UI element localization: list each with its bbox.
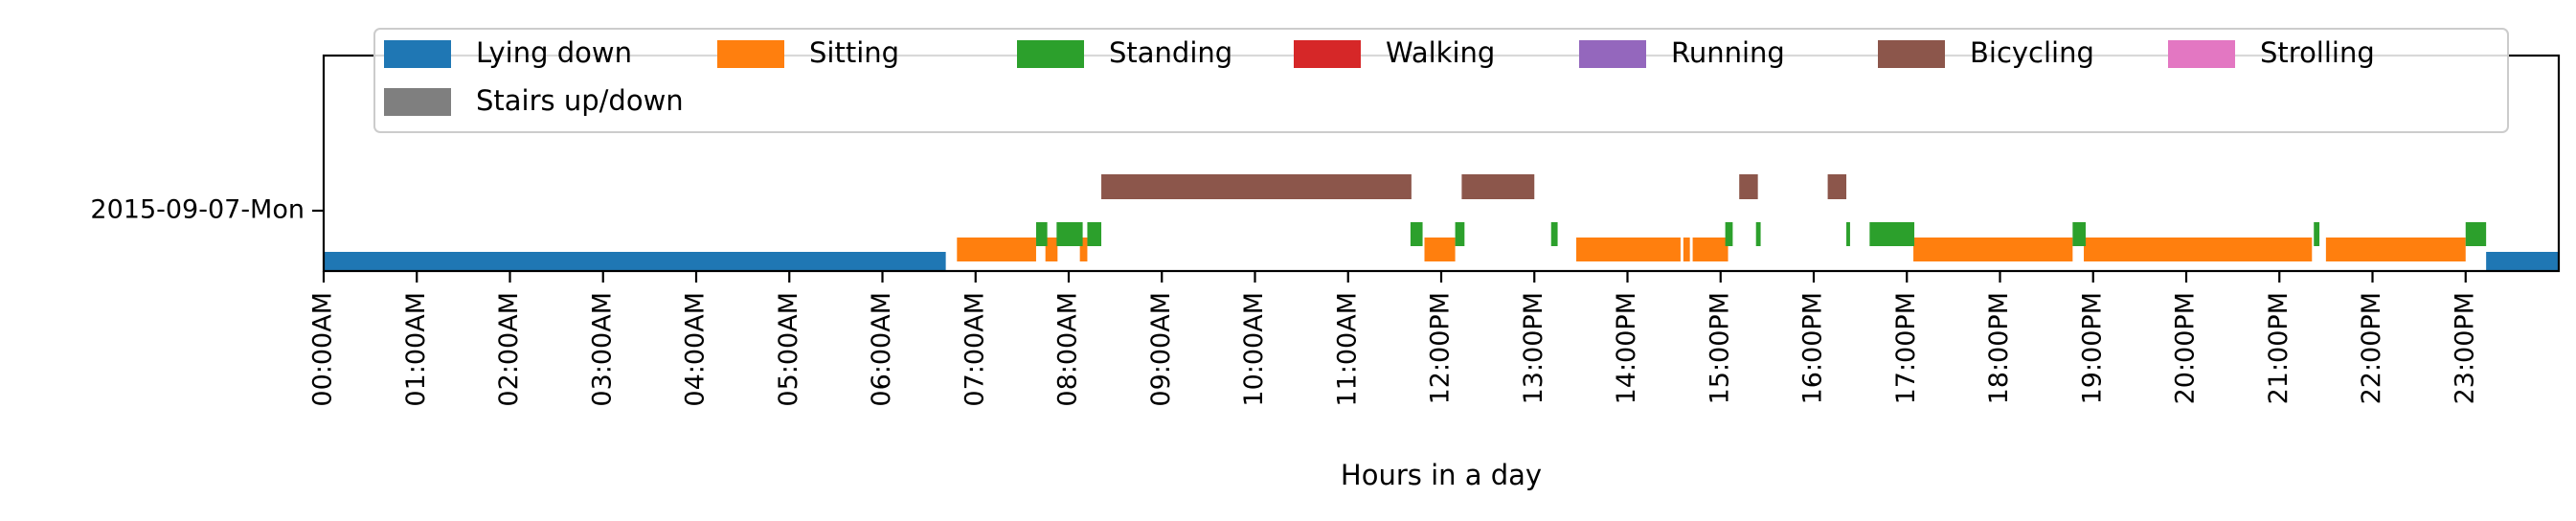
legend-swatch-standing xyxy=(1017,40,1084,68)
x-tick-label: 10:00AM xyxy=(1239,292,1269,407)
legend-label-running: Running xyxy=(1671,36,1785,69)
bar-lying-down xyxy=(324,252,946,271)
row-label: 2015-09-07-Mon xyxy=(90,195,305,225)
bars-layer xyxy=(324,174,2559,271)
bar-bicycling xyxy=(1739,174,1758,199)
bar-sitting xyxy=(2325,238,2466,261)
bar-standing xyxy=(1056,222,1083,246)
bar-standing xyxy=(2465,222,2487,246)
bar-sitting xyxy=(1045,238,1058,261)
bar-bicycling xyxy=(1461,174,1535,199)
legend-swatch-stairs-up-down xyxy=(384,88,451,116)
x-axis: 00:00AM 01:00AM 02:00AM 03:00AM 04:00AM 05:00… xyxy=(308,271,2479,407)
legend: Lying down Sitting Standing Walking Running B… xyxy=(373,28,2509,133)
bar-standing xyxy=(1550,222,1558,246)
bar-sitting xyxy=(1576,238,1681,261)
x-tick-label: 12:00PM xyxy=(1426,292,1456,404)
x-tick-label: 19:00PM xyxy=(2077,292,2107,404)
legend-label-lying-down: Lying down xyxy=(476,36,632,69)
bar-standing xyxy=(1455,222,1465,246)
y-axis: 2015-09-07-Mon xyxy=(90,195,324,225)
x-tick-label: 06:00AM xyxy=(867,292,896,407)
legend-swatch-strolling xyxy=(2168,40,2235,68)
bar-standing xyxy=(2072,222,2086,246)
bar-sitting xyxy=(1079,238,1088,261)
legend-swatch-lying-down xyxy=(384,40,451,68)
x-tick-label: 03:00AM xyxy=(587,292,617,407)
bar-lying-down xyxy=(2486,252,2559,271)
legend-swatch-walking xyxy=(1294,40,1361,68)
x-tick-label: 15:00PM xyxy=(1705,292,1734,404)
legend-frame xyxy=(373,28,2509,133)
bar-standing xyxy=(1869,222,1915,246)
legend-swatch-running xyxy=(1579,40,1646,68)
bar-sitting xyxy=(1913,238,2073,261)
x-tick-label: 01:00AM xyxy=(401,292,431,407)
x-tick-label: 20:00PM xyxy=(2171,292,2201,404)
bar-bicycling xyxy=(1101,174,1412,199)
legend-swatch-sitting xyxy=(717,40,784,68)
bar-sitting xyxy=(1424,238,1456,261)
bar-sitting xyxy=(1683,238,1690,261)
x-tick-label: 17:00PM xyxy=(1891,292,1921,404)
x-tick-label: 02:00AM xyxy=(494,292,524,407)
bar-sitting xyxy=(957,238,1036,261)
legend-label-strolling: Strolling xyxy=(2260,36,2375,69)
x-tick-label: 21:00PM xyxy=(2264,292,2294,404)
x-tick-label: 16:00PM xyxy=(1798,292,1828,404)
legend-label-stairs-up-down: Stairs up/down xyxy=(476,84,684,117)
bar-sitting xyxy=(2084,238,2313,261)
bar-standing xyxy=(1410,222,1423,246)
bar-bicycling xyxy=(1827,174,1847,199)
legend-swatch-bicycling xyxy=(1878,40,1945,68)
x-tick-label: 04:00AM xyxy=(681,292,711,407)
x-tick-label: 23:00PM xyxy=(2450,292,2479,404)
legend-label-standing: Standing xyxy=(1109,36,1232,69)
bar-standing xyxy=(1725,222,1733,246)
x-tick-label: 14:00PM xyxy=(1612,292,1641,404)
x-tick-label: 07:00AM xyxy=(960,292,989,407)
x-tick-label: 22:00PM xyxy=(2357,292,2386,404)
x-tick-label: 05:00AM xyxy=(774,292,803,407)
x-tick-label: 00:00AM xyxy=(308,292,338,407)
x-tick-label: 08:00AM xyxy=(1053,292,1083,407)
legend-label-sitting: Sitting xyxy=(809,36,899,69)
x-tick-label: 18:00PM xyxy=(1984,292,2014,404)
bar-standing xyxy=(1087,222,1102,246)
legend-label-walking: Walking xyxy=(1386,36,1495,69)
x-tick-label: 09:00AM xyxy=(1146,292,1176,407)
bar-sitting xyxy=(1692,238,1729,261)
x-axis-label: Hours in a day xyxy=(1341,459,1542,491)
x-tick-label: 13:00PM xyxy=(1519,292,1548,404)
bar-standing xyxy=(1846,222,1850,246)
bar-standing xyxy=(1035,222,1048,246)
bar-standing xyxy=(1755,222,1761,246)
x-tick-label: 11:00AM xyxy=(1332,292,1362,407)
legend-label-bicycling: Bicycling xyxy=(1970,36,2094,69)
bar-standing xyxy=(2314,222,2320,246)
